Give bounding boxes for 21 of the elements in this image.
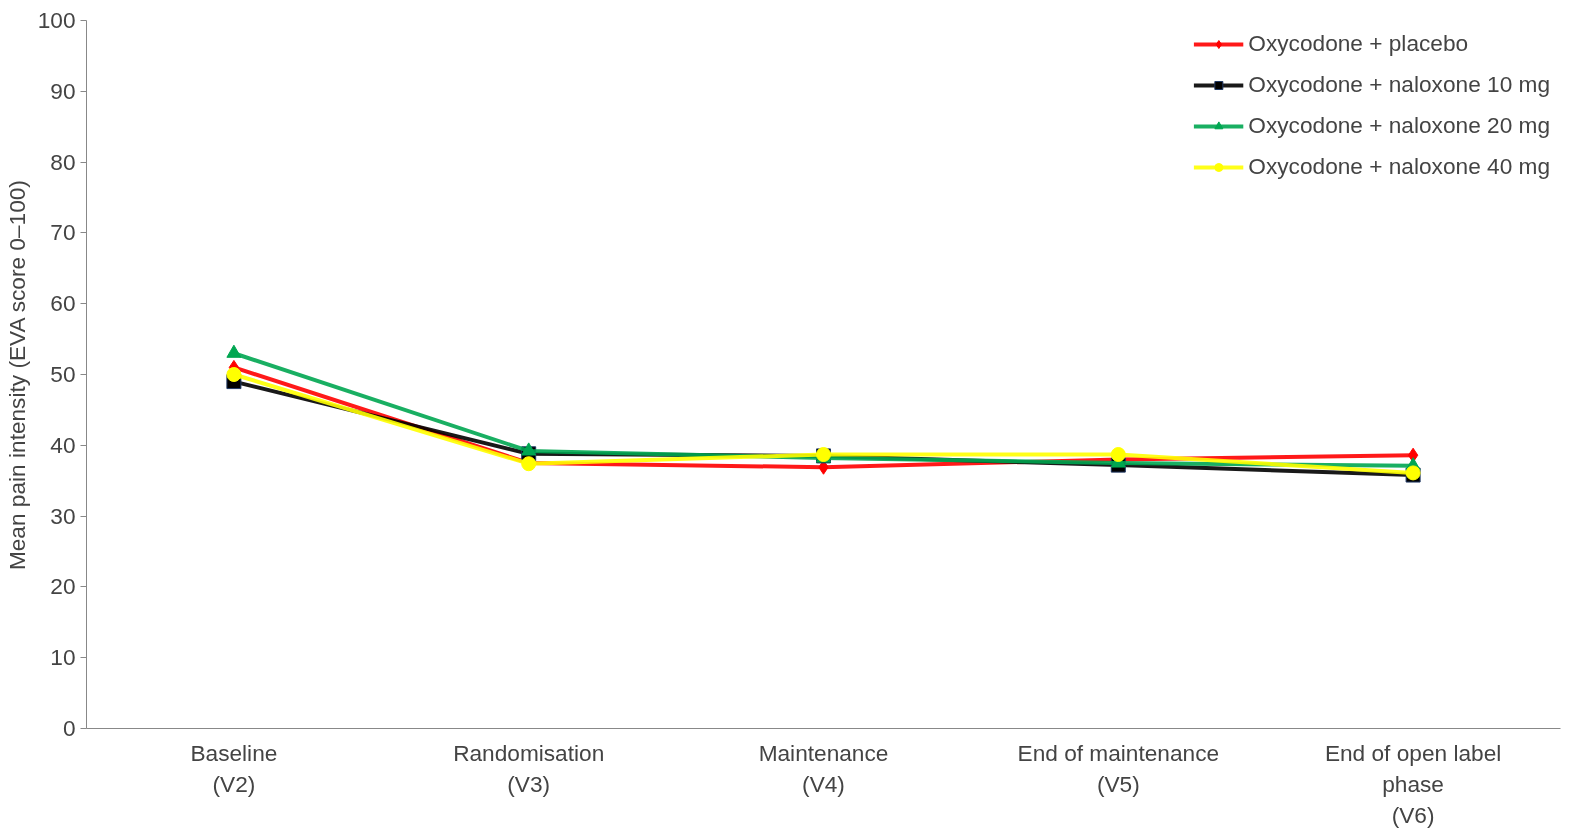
y-tick-label: 10: [50, 644, 76, 671]
y-axis-title: Mean pain intensity (EVA score 0–100): [3, 180, 30, 571]
y-tick-label: 50: [50, 361, 76, 387]
y-tick-label: 60: [50, 290, 76, 317]
y-tick-label: 70: [50, 219, 76, 246]
legend-label: Oxycodone + naloxone 10 mg: [1248, 71, 1550, 98]
x-tick-label: End of maintenance (V5): [1017, 739, 1220, 797]
y-tick-label: 30: [50, 502, 76, 529]
y-tick-label: 40: [50, 431, 76, 458]
y-tick-label: 20: [50, 573, 76, 600]
legend-label: Oxycodone + naloxone 20 mg: [1248, 112, 1550, 139]
y-tick-label: 80: [50, 148, 76, 175]
legend-label: Oxycodone + placebo: [1248, 30, 1469, 57]
x-tick-label: End of open label phase (V6): [1324, 739, 1502, 828]
x-tick-label: Baseline (V2): [190, 739, 278, 797]
x-tick-label: Randomisation (V3): [453, 739, 605, 797]
y-tick-label: 90: [50, 77, 76, 104]
legend-label: Oxycodone + naloxone 40 mg: [1248, 153, 1550, 180]
x-tick-label: Maintenance (V4): [758, 739, 889, 797]
y-tick-label: 0: [62, 715, 76, 741]
y-tick-label: 100: [37, 7, 76, 33]
